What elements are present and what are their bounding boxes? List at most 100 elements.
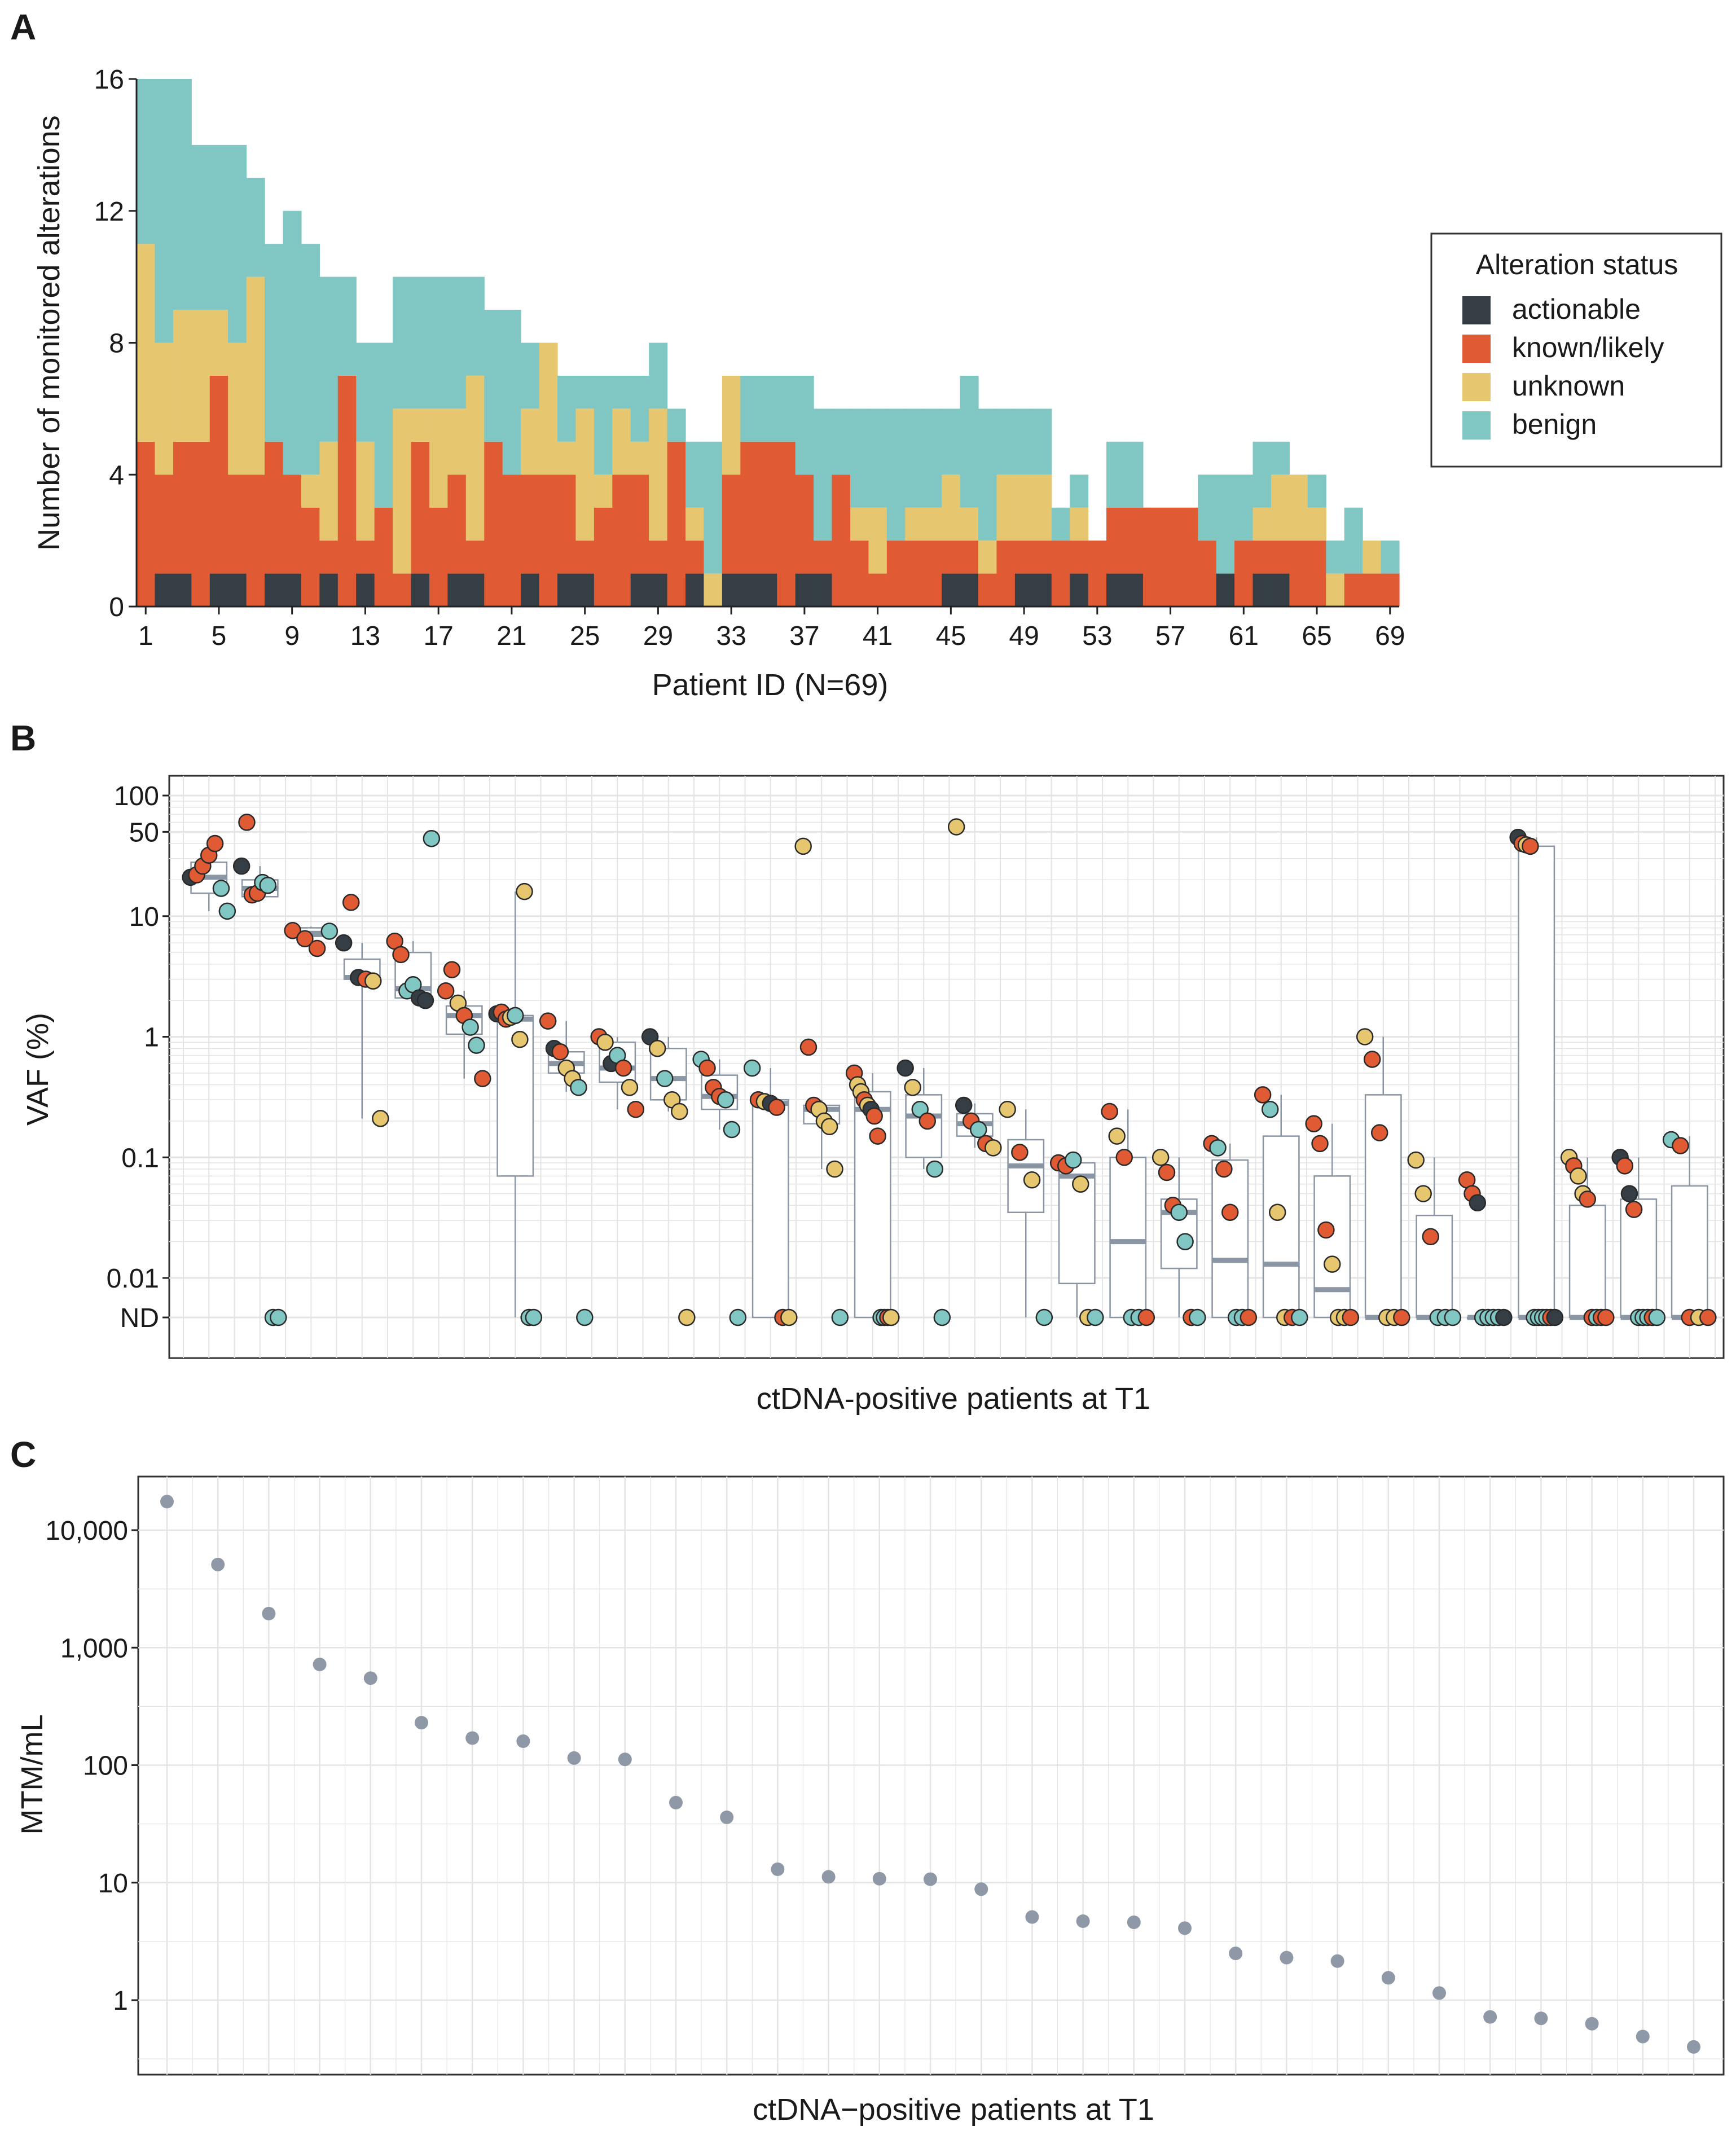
vaf-point-unknown [511, 1031, 529, 1048]
vaf-point-known-likely [284, 921, 301, 939]
vaf-point-known-likely [1011, 1144, 1029, 1161]
vaf-point-known-likely [474, 1070, 491, 1087]
stacked-bars [137, 79, 1400, 607]
vaf-point-benign [831, 1308, 849, 1326]
box-iqr [1518, 845, 1555, 1319]
bar-segment-28-actionable [630, 573, 649, 607]
mtm-point [1229, 1947, 1243, 1961]
bar-segment-49-actionable [1014, 573, 1034, 607]
bar-segment-19-actionable [465, 573, 485, 607]
bar-segment-35-known-likely [758, 441, 777, 574]
vaf-box-plot: 100 50 10 1 0.1 0.01 ND ctDNA-positive patient… [21, 775, 1725, 1416]
vaf-point-unknown [621, 1079, 639, 1096]
box-plot-y-label: VAF (%) [21, 1013, 55, 1126]
bar-segment-64-unknown [1289, 475, 1308, 541]
bar-segment-26-benign [594, 375, 613, 475]
bar-chart-x-tick-label: 33 [716, 621, 746, 651]
box-iqr [1568, 1205, 1606, 1319]
bar-segment-16-benign [411, 276, 430, 409]
legend: Alteration status actionable known/likely… [1430, 232, 1722, 468]
legend-label-benign: benign [1512, 408, 1597, 440]
vaf-point-unknown [1414, 1185, 1432, 1202]
vaf-point-known-likely [869, 1127, 886, 1145]
bar-segment-68-known-likely [1363, 573, 1382, 607]
mtm-point [1483, 2010, 1497, 2024]
mtm-point [1534, 2011, 1548, 2026]
bar-segment-25-unknown [575, 408, 595, 541]
bar-segment-52-known-likely [1070, 541, 1089, 574]
bar-segment-44-known-likely [923, 541, 942, 607]
bar-segment-39-known-likely [832, 475, 851, 607]
bar-segment-2-benign [155, 79, 174, 343]
bar-segment-46-benign [960, 375, 979, 508]
vaf-point-unknown [1072, 1175, 1089, 1193]
bar-segment-53-known-likely [1088, 541, 1107, 607]
vaf-point-actionable [1469, 1194, 1487, 1212]
scatter-plot-axes: 10,000 1,000 100 10 1 [45, 1516, 138, 2016]
bar-segment-62-unknown [1252, 507, 1272, 541]
bar-segment-1-unknown [137, 244, 156, 442]
vaf-point-unknown [882, 1308, 900, 1326]
bar-segment-20-benign [484, 310, 503, 442]
bar-segment-30-known-likely [667, 441, 686, 607]
mtm-point [771, 1862, 785, 1877]
vaf-point-actionable [416, 991, 434, 1009]
box-plot-points [182, 814, 1717, 1326]
mtm-point [465, 1731, 480, 1745]
bar-segment-40-benign [850, 408, 869, 508]
vaf-point-benign [212, 880, 230, 897]
vaf-point-known-likely [296, 930, 314, 947]
mtm-point [567, 1751, 581, 1765]
vaf-point-benign [468, 1036, 485, 1054]
vaf-point-known-likely [1616, 1157, 1634, 1175]
vaf-point-known-likely [539, 1012, 557, 1030]
box-iqr [854, 1091, 891, 1319]
box-iqr [1109, 1157, 1147, 1319]
bar-segment-29-actionable [649, 573, 668, 607]
vaf-point-benign [462, 1018, 479, 1036]
bar-segment-14-benign [374, 342, 393, 508]
vaf-point-known-likely [768, 1099, 785, 1116]
vaf-point-benign [970, 1121, 987, 1139]
vaf-point-known-likely [799, 1038, 818, 1056]
mtm-point [1381, 1971, 1395, 1985]
scatter-plot-points [160, 1495, 1700, 2054]
vaf-point-known-likely [1158, 1163, 1176, 1181]
bar-segment-29-benign [649, 342, 668, 409]
bar-segment-28-benign [630, 375, 649, 442]
bar-chart-x-tick-label: 1 [138, 621, 153, 651]
mtm-point [1585, 2017, 1599, 2031]
vaf-point-benign [933, 1308, 951, 1326]
vaf-point-actionable [232, 857, 250, 875]
vaf-point-known-likely [206, 834, 224, 853]
bar-segment-62-benign [1252, 441, 1272, 508]
bar-chart-x-tick-label: 61 [1229, 621, 1259, 651]
bar-segment-50-unknown [1033, 475, 1052, 541]
bar-segment-51-known-likely [1051, 541, 1070, 607]
bar-chart-x-tick-label: 17 [423, 621, 453, 651]
bar-segment-47-benign [978, 408, 997, 541]
box-plot-frame [168, 775, 1725, 1359]
mtm-point [160, 1495, 174, 1509]
bar-chart-x-tick-label: 65 [1302, 621, 1331, 651]
mtm-point [415, 1716, 428, 1730]
bar-segment-37-benign [795, 375, 814, 475]
vaf-point-unknown [826, 1160, 843, 1178]
bar-segment-55-benign [1124, 441, 1144, 508]
bar-segment-27-unknown [612, 408, 631, 475]
bar-segment-13-unknown [356, 441, 375, 541]
mtm-point [1127, 1915, 1141, 1929]
vaf-point-known-likely [551, 1043, 569, 1061]
bar-segment-55-known-likely [1124, 507, 1144, 574]
mtm-point [313, 1657, 327, 1671]
legend-swatch-benign [1462, 411, 1491, 440]
bar-segment-31-actionable [685, 573, 705, 607]
vaf-point-known-likely [865, 1107, 883, 1125]
vaf-point-benign [729, 1308, 747, 1326]
vaf-point-known-likely [918, 1112, 937, 1130]
vaf-point-known-likely [342, 894, 360, 911]
bar-segment-52-unknown [1070, 507, 1089, 541]
bar-segment-13-known-likely [356, 541, 375, 574]
vaf-point-unknown [1407, 1151, 1425, 1169]
bar-segment-8-known-likely [265, 441, 284, 574]
